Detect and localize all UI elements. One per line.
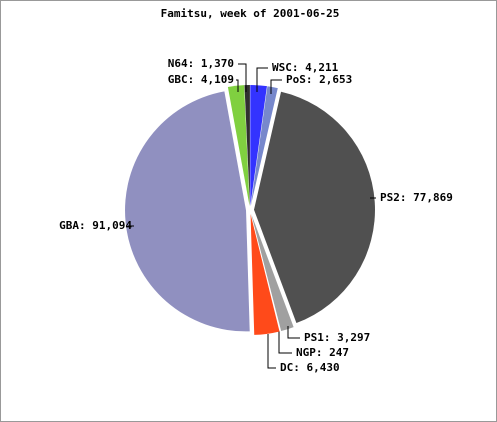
leader-line bbox=[256, 67, 268, 92]
slice-label: PS2: 77,869 bbox=[380, 191, 453, 204]
slice-label: GBC: 4,109 bbox=[168, 73, 234, 86]
pie-slice bbox=[250, 85, 267, 207]
pie-slice bbox=[227, 85, 250, 207]
pie-slice bbox=[250, 86, 278, 207]
leader-line bbox=[278, 331, 292, 354]
pie-slice bbox=[251, 213, 294, 332]
pie-slice bbox=[250, 213, 281, 332]
leader-line bbox=[238, 63, 247, 92]
pie-slice bbox=[125, 91, 250, 332]
slice-label: N64: 1,370 bbox=[168, 57, 234, 70]
pie-slice bbox=[244, 85, 250, 207]
chart-title: Famitsu, week of 2001-06-25 bbox=[161, 7, 340, 20]
slice-label: GBA: 91,094 bbox=[59, 219, 132, 232]
slice-label: WSC: 4,211 bbox=[272, 61, 339, 74]
pie-slice bbox=[250, 213, 280, 335]
leader-line bbox=[267, 334, 276, 369]
leader-line bbox=[270, 79, 282, 94]
slice-label: PoS: 2,653 bbox=[286, 73, 352, 86]
slice-label: NGP: 247 bbox=[296, 346, 349, 359]
slice-label: DC: 6,430 bbox=[280, 361, 340, 374]
leader-line bbox=[236, 79, 239, 92]
pie-slice bbox=[253, 91, 375, 324]
slice-label: PS1: 3,297 bbox=[304, 331, 370, 344]
leader-line bbox=[287, 326, 300, 339]
